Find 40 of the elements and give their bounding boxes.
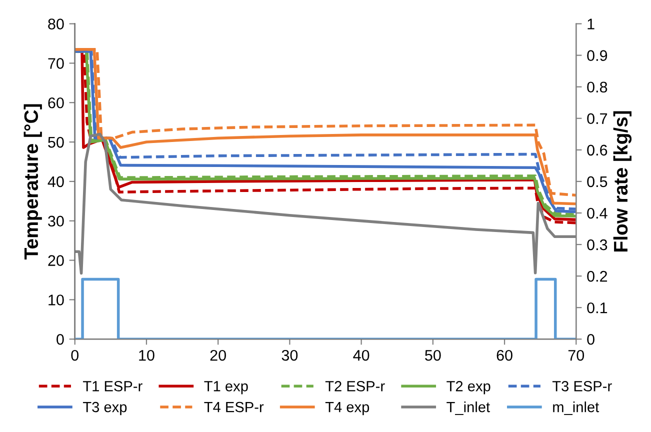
legend-label: T1 exp	[204, 381, 248, 394]
y2-tick-label: 0.1	[587, 302, 608, 314]
legend-label: T3 ESP-r	[552, 381, 612, 392]
x-tick-label: 50	[425, 350, 441, 361]
y2-axis-title: Flow rate [kg/s]	[613, 111, 632, 252]
y2-tick-label: 0.6	[587, 144, 608, 156]
x-tick-label: 30	[282, 350, 298, 361]
legend-label: T2 exp	[446, 381, 490, 394]
legend-label: T4 ESP-r	[204, 402, 264, 412]
y2-tick-label: 0.2	[587, 270, 608, 282]
legend-label: T3 exp	[82, 402, 127, 416]
x-tick-label: 60	[496, 350, 512, 361]
y2-tick-label: 0.9	[587, 50, 608, 61]
y-tick-label: 70	[48, 58, 64, 69]
legend-label: T_inlet	[446, 402, 490, 415]
y-tick-label: 30	[48, 216, 64, 227]
y2-tick-label: 0.4	[587, 208, 608, 219]
y2-tick-label: 0.8	[587, 82, 608, 93]
y-tick-label: 20	[48, 255, 64, 266]
x-tick-label: 10	[139, 350, 154, 361]
y-tick-label: 40	[48, 176, 64, 188]
y-tick-label: 80	[48, 18, 64, 30]
y2-tick-label: 1	[588, 18, 594, 30]
legend-label: T1 ESP-r	[82, 381, 142, 392]
y-tick-label: 0	[56, 334, 64, 345]
legend-label: T2 ESP-r	[325, 381, 385, 392]
y-axis-title: Temperature [°C]	[24, 104, 42, 260]
x-tick-label: 40	[353, 350, 370, 361]
y-tick-label: 10	[48, 294, 64, 306]
x-tick-label: 70	[568, 350, 584, 361]
y2-tick-label: 0.7	[587, 113, 608, 124]
y-tick-label: 50	[48, 136, 64, 148]
legend-label: T4 exp	[325, 402, 370, 416]
x-tick-label: 0	[71, 350, 79, 361]
legend-label: m_inlet	[553, 402, 600, 415]
y-tick-label: 60	[48, 97, 64, 108]
y2-tick-label: 0.3	[587, 239, 608, 250]
y2-tick-label: 0	[587, 334, 594, 345]
y2-tick-label: 0.5	[587, 176, 608, 188]
x-tick-label: 20	[210, 350, 226, 361]
